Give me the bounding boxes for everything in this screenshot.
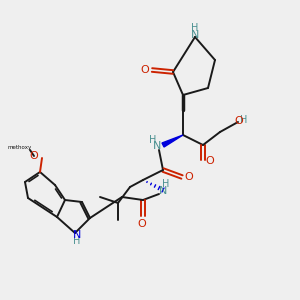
Text: N: N — [153, 141, 161, 151]
Text: O: O — [30, 151, 38, 161]
Text: O: O — [206, 156, 214, 166]
Text: H: H — [191, 23, 199, 33]
Text: N: N — [159, 186, 167, 196]
Text: O: O — [235, 116, 243, 126]
Text: O: O — [184, 172, 194, 182]
Text: O: O — [138, 219, 146, 229]
Text: methoxy: methoxy — [8, 145, 32, 149]
Text: N: N — [73, 230, 81, 240]
Text: N: N — [191, 30, 199, 40]
Text: H: H — [162, 179, 170, 189]
Text: O: O — [141, 65, 149, 75]
Text: H: H — [73, 236, 81, 246]
Text: H: H — [149, 135, 157, 145]
Polygon shape — [162, 135, 183, 147]
Text: H: H — [240, 115, 248, 125]
